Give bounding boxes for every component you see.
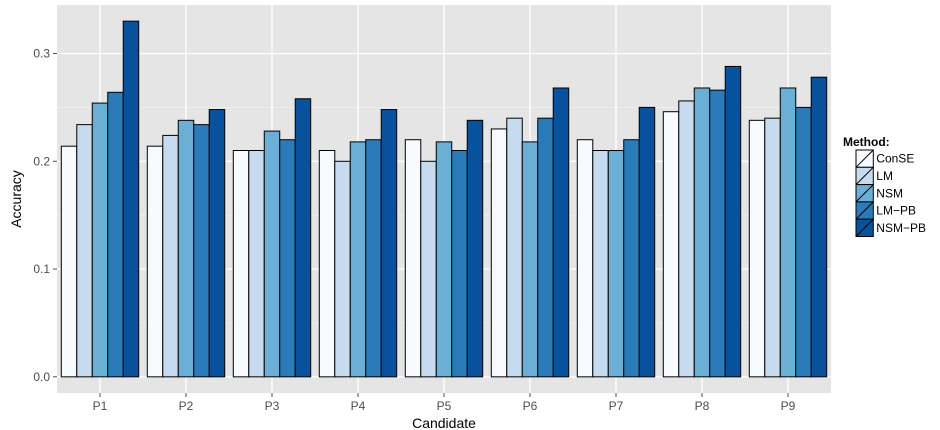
- bar-P3-NSM: [263, 130, 281, 378]
- legend-item-LM−PB: LM−PB: [855, 201, 916, 220]
- bar-P8-NSM: [693, 87, 711, 378]
- bar-P4-ConSE: [318, 150, 336, 378]
- legend-label: NSM−PB: [876, 221, 926, 235]
- bar-P8-ConSE: [662, 111, 680, 378]
- x-tick-label: P1: [93, 399, 108, 413]
- legend: Method: ConSE LM NSM LM−PB NSM−PB: [843, 135, 926, 237]
- bars: [60, 20, 828, 378]
- bar-P4-LM−PB: [365, 139, 382, 378]
- bar-P9-LM: [764, 117, 781, 378]
- bar-P2-LM−PB: [193, 124, 210, 378]
- bar-P8-LM−PB: [709, 89, 726, 378]
- y-axis-title: Accuracy: [8, 170, 24, 228]
- bar-P9-LM−PB: [795, 106, 812, 378]
- y-tick-label: 0.0: [33, 370, 50, 384]
- bar-P8-LM: [678, 100, 695, 378]
- legend-key-slash: [855, 218, 874, 237]
- bar-P3-ConSE: [232, 150, 250, 378]
- bar-P4-NSM: [349, 141, 367, 378]
- legend-item-NSM−PB: NSM−PB: [855, 218, 926, 237]
- y-tick-label: 0.2: [33, 154, 50, 168]
- bar-P5-NSM: [435, 141, 453, 378]
- bar-P4-LM: [334, 160, 351, 378]
- legend-key-slash: [855, 149, 874, 168]
- x-tick-label: P4: [351, 399, 366, 413]
- bar-P5-LM: [420, 160, 437, 378]
- y-tick-label: 0.1: [33, 262, 50, 276]
- legend-label: LM: [876, 169, 893, 183]
- bar-P2-LM: [162, 134, 179, 378]
- bar-P8-NSM−PB: [724, 65, 742, 378]
- bar-P5-ConSE: [404, 139, 422, 378]
- y-tick-label: 0.3: [33, 47, 50, 61]
- bar-P6-LM: [506, 117, 523, 378]
- legend-key-slash: [855, 184, 874, 203]
- bar-P1-NSM−PB: [122, 20, 140, 378]
- bar-P1-LM−PB: [107, 91, 124, 378]
- x-tick-label: P5: [437, 399, 452, 413]
- legend-key-slash: [855, 201, 874, 220]
- bar-P2-NSM: [177, 119, 195, 378]
- bar-P1-ConSE: [60, 145, 78, 378]
- x-tick-label: P9: [781, 399, 796, 413]
- bar-P6-NSM: [521, 141, 539, 378]
- bar-P5-LM−PB: [451, 150, 468, 378]
- legend-label: ConSE: [876, 152, 914, 166]
- legend-item-ConSE: ConSE: [855, 149, 914, 168]
- bar-P7-LM: [592, 150, 609, 378]
- bar-P9-ConSE: [748, 119, 766, 378]
- bar-P3-LM: [248, 150, 265, 378]
- x-tick-label: P2: [179, 399, 194, 413]
- bar-P9-NSM: [779, 87, 797, 378]
- bar-P6-ConSE: [490, 128, 508, 378]
- x-axis-title: Candidate: [412, 415, 476, 430]
- bar-P7-NSM−PB: [638, 106, 656, 378]
- legend-title: Method:: [843, 135, 890, 149]
- x-axis: P1 P2 P3 P4 P5 P6 P7 P8 P9: [93, 393, 796, 413]
- bar-P2-NSM−PB: [208, 109, 226, 378]
- x-tick-label: P7: [609, 399, 624, 413]
- bar-P7-ConSE: [576, 139, 594, 378]
- bar-P2-ConSE: [146, 145, 164, 378]
- legend-item-NSM: NSM: [855, 184, 903, 203]
- bar-P3-NSM−PB: [294, 98, 312, 378]
- bar-P5-NSM−PB: [466, 119, 484, 378]
- y-axis: 0.0 0.1 0.2 0.3: [33, 47, 57, 384]
- bar-P3-LM−PB: [279, 139, 296, 378]
- bar-P7-LM−PB: [623, 139, 640, 378]
- bar-P6-LM−PB: [537, 117, 554, 378]
- x-tick-label: P6: [523, 399, 538, 413]
- legend-key-slash: [855, 166, 874, 185]
- legend-label: NSM: [876, 186, 903, 200]
- bar-P1-LM: [76, 124, 93, 378]
- bar-P7-NSM: [607, 150, 625, 378]
- legend-label: LM−PB: [876, 204, 916, 218]
- bar-P1-NSM: [91, 102, 109, 378]
- bar-P6-NSM−PB: [552, 87, 570, 378]
- bar-P4-NSM−PB: [380, 109, 398, 378]
- bar-P9-NSM−PB: [810, 76, 828, 378]
- legend-item-LM: LM: [855, 166, 893, 186]
- x-tick-label: P8: [695, 399, 710, 413]
- x-tick-label: P3: [265, 399, 280, 413]
